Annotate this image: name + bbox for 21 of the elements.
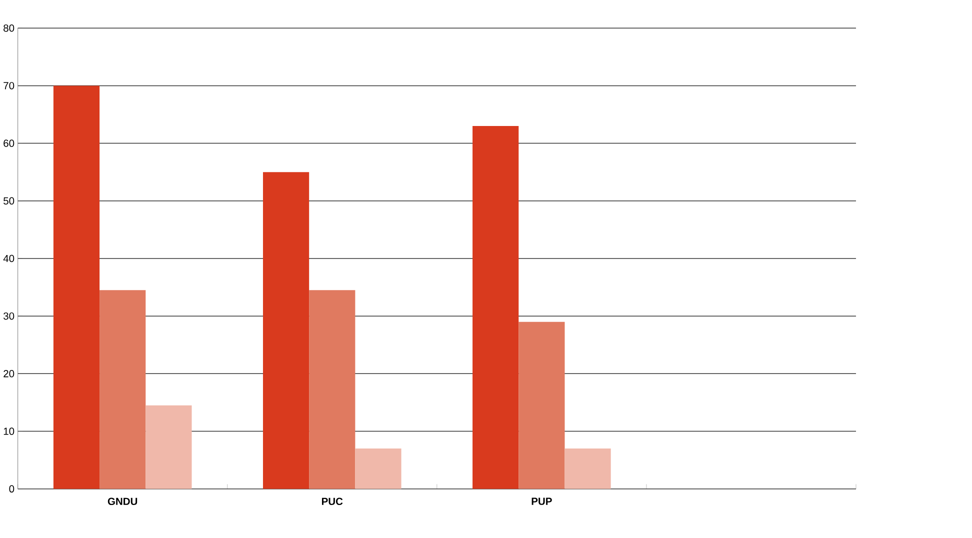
y-tick-label: 50	[4, 197, 14, 204]
bar	[309, 290, 356, 489]
bar	[100, 290, 146, 489]
bar	[146, 405, 192, 489]
y-tick-label: 0	[9, 484, 14, 492]
y-tick-label: 60	[4, 139, 14, 147]
bar	[472, 126, 519, 489]
x-tick-label: PUP	[532, 498, 552, 505]
bar	[262, 172, 310, 489]
y-tick-label: 30	[4, 312, 14, 320]
y-tick-label: 10	[4, 427, 14, 435]
bar	[355, 448, 402, 489]
bar	[564, 448, 611, 489]
x-tick-label: PUC	[322, 498, 343, 505]
y-tick-label: 80	[4, 24, 14, 32]
bar	[518, 322, 565, 489]
x-tick-label: GNDU	[108, 498, 138, 505]
y-tick-label: 20	[4, 370, 14, 378]
bar	[53, 85, 100, 489]
y-tick-label: 40	[3, 254, 14, 262]
y-tick-label: 70	[4, 82, 14, 90]
